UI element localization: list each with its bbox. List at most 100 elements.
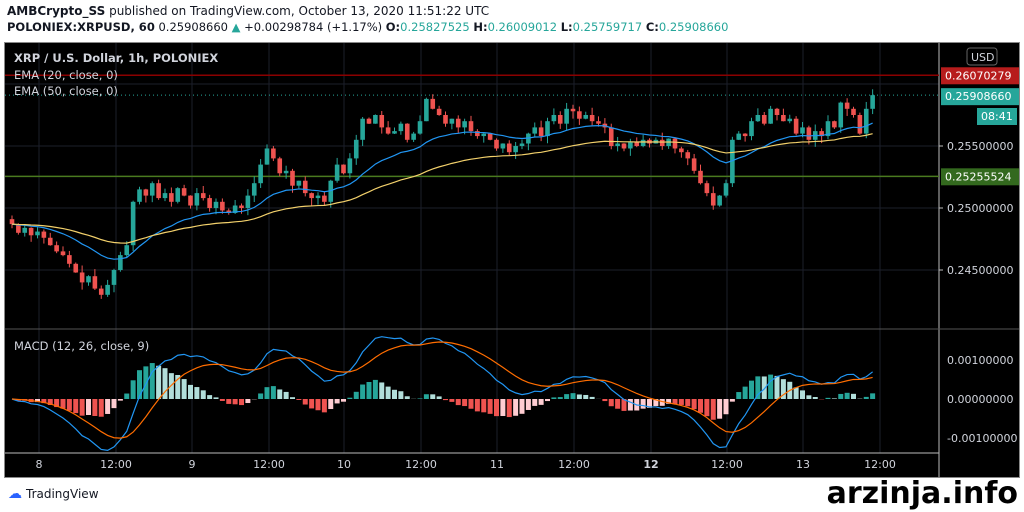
open-label: O: (385, 20, 401, 34)
candle-body (481, 133, 487, 137)
candle-body (487, 133, 493, 140)
candle-body (506, 143, 512, 153)
candle-body (169, 193, 174, 202)
histogram-bar (685, 399, 691, 407)
histogram-bar (245, 399, 251, 404)
candle-body (710, 193, 716, 206)
candle-body (347, 158, 353, 174)
histogram-bar (353, 391, 359, 399)
candle-body (596, 121, 601, 124)
histogram-bar (691, 399, 697, 410)
candle-body (691, 158, 697, 171)
candle-body (404, 123, 410, 140)
candle-body (768, 108, 773, 124)
time-tick-label: 12:00 (864, 458, 896, 471)
histogram-bar (742, 386, 748, 399)
histogram-bar (436, 396, 442, 399)
candle-body (111, 270, 117, 285)
candle-body (156, 183, 161, 199)
histogram-bar (200, 390, 206, 399)
histogram-bar (698, 399, 703, 413)
candle-body (679, 148, 684, 153)
candle-body (162, 193, 168, 199)
candle-body (296, 180, 302, 186)
candle-body (251, 183, 257, 196)
price-tick-label: 0.25000000 (947, 202, 1013, 215)
time-tick-label: 13 (796, 458, 810, 471)
chart-frame[interactable]: 0.25500000 0.25000000 0.24500000 0.00100000… (4, 42, 1020, 478)
candle-body (717, 195, 722, 206)
histogram-bar (175, 374, 181, 399)
histogram-bar (749, 380, 754, 399)
histogram-bar (219, 399, 225, 401)
histogram-bar (494, 399, 499, 417)
close-label: C: (645, 20, 659, 34)
histogram-bar (468, 399, 474, 409)
candle-body (124, 245, 130, 256)
candle-body (519, 143, 525, 146)
candle-body (589, 115, 595, 122)
candle-body (577, 111, 582, 119)
candle-body (35, 231, 40, 236)
candle-body (417, 121, 423, 134)
ema50-legend[interactable]: EMA (50, close, 0) (14, 84, 118, 98)
histogram-bar (710, 399, 716, 420)
change: +0.00298784 (+1.17%) (244, 20, 383, 34)
chart-canvas[interactable]: 0.25500000 0.25000000 0.24500000 0.00100000… (5, 43, 1019, 477)
symbol: POLONIEX:XRPUSD, 60 (7, 20, 155, 34)
histogram-bar (831, 398, 837, 399)
watermark: arzinja.info (826, 476, 1018, 511)
candle-body (468, 121, 474, 132)
candle-body (844, 102, 850, 109)
candle-body (213, 201, 219, 208)
histogram-bar (423, 394, 429, 399)
histogram-bar (149, 363, 155, 399)
close-value: 0.25908660 (658, 20, 729, 34)
histogram-bar (774, 375, 780, 399)
support-price-label-bg (941, 168, 1019, 186)
candle-body (54, 245, 59, 252)
resistance-price-label-bg (941, 67, 1019, 85)
candle-body (793, 118, 799, 134)
macd-legend[interactable]: MACD (12, 26, close, 9) (14, 339, 150, 353)
candle-body (194, 193, 200, 206)
histogram-bar (98, 399, 104, 417)
candle-body (806, 127, 812, 140)
histogram-bar (290, 397, 295, 399)
candle-body (462, 121, 467, 128)
histogram-bar (207, 395, 213, 399)
low-value: 0.25759717 (572, 20, 643, 34)
histogram-bar (793, 387, 799, 399)
candle-body (723, 183, 729, 196)
brand: TradingView (26, 487, 99, 501)
candle-body (615, 143, 620, 146)
candle-body (532, 127, 538, 134)
candle-body (787, 118, 793, 122)
histogram-bar (379, 382, 385, 399)
histogram-bar (768, 374, 774, 399)
histogram-bar (500, 399, 506, 417)
ema20-legend[interactable]: EMA (20, close, 0) (14, 68, 118, 82)
candle-body (634, 142, 640, 146)
histogram-bar (258, 393, 264, 399)
candle-body (16, 224, 21, 233)
candle-body (455, 118, 461, 128)
resistance-price-label: 0.26070279 (945, 69, 1011, 82)
histogram-bar (296, 399, 302, 400)
candle-body (608, 127, 614, 146)
candle-body (181, 188, 187, 196)
candle-body (105, 284, 110, 295)
histogram-bar (111, 399, 117, 409)
histogram-bar (54, 399, 60, 408)
candle-body (264, 148, 270, 165)
time-tick-label: 12:00 (558, 458, 590, 471)
histogram-bar (678, 399, 684, 405)
histogram-bar (825, 397, 831, 399)
candle-body (239, 205, 244, 208)
candle-body (659, 139, 665, 146)
macd-tick-label: -0.00100000 (947, 432, 1017, 445)
histogram-bar (194, 387, 200, 399)
histogram-bar (41, 399, 47, 404)
tradingview-logo[interactable]: ☁ TradingView (8, 486, 99, 502)
histogram-bar (640, 399, 646, 409)
